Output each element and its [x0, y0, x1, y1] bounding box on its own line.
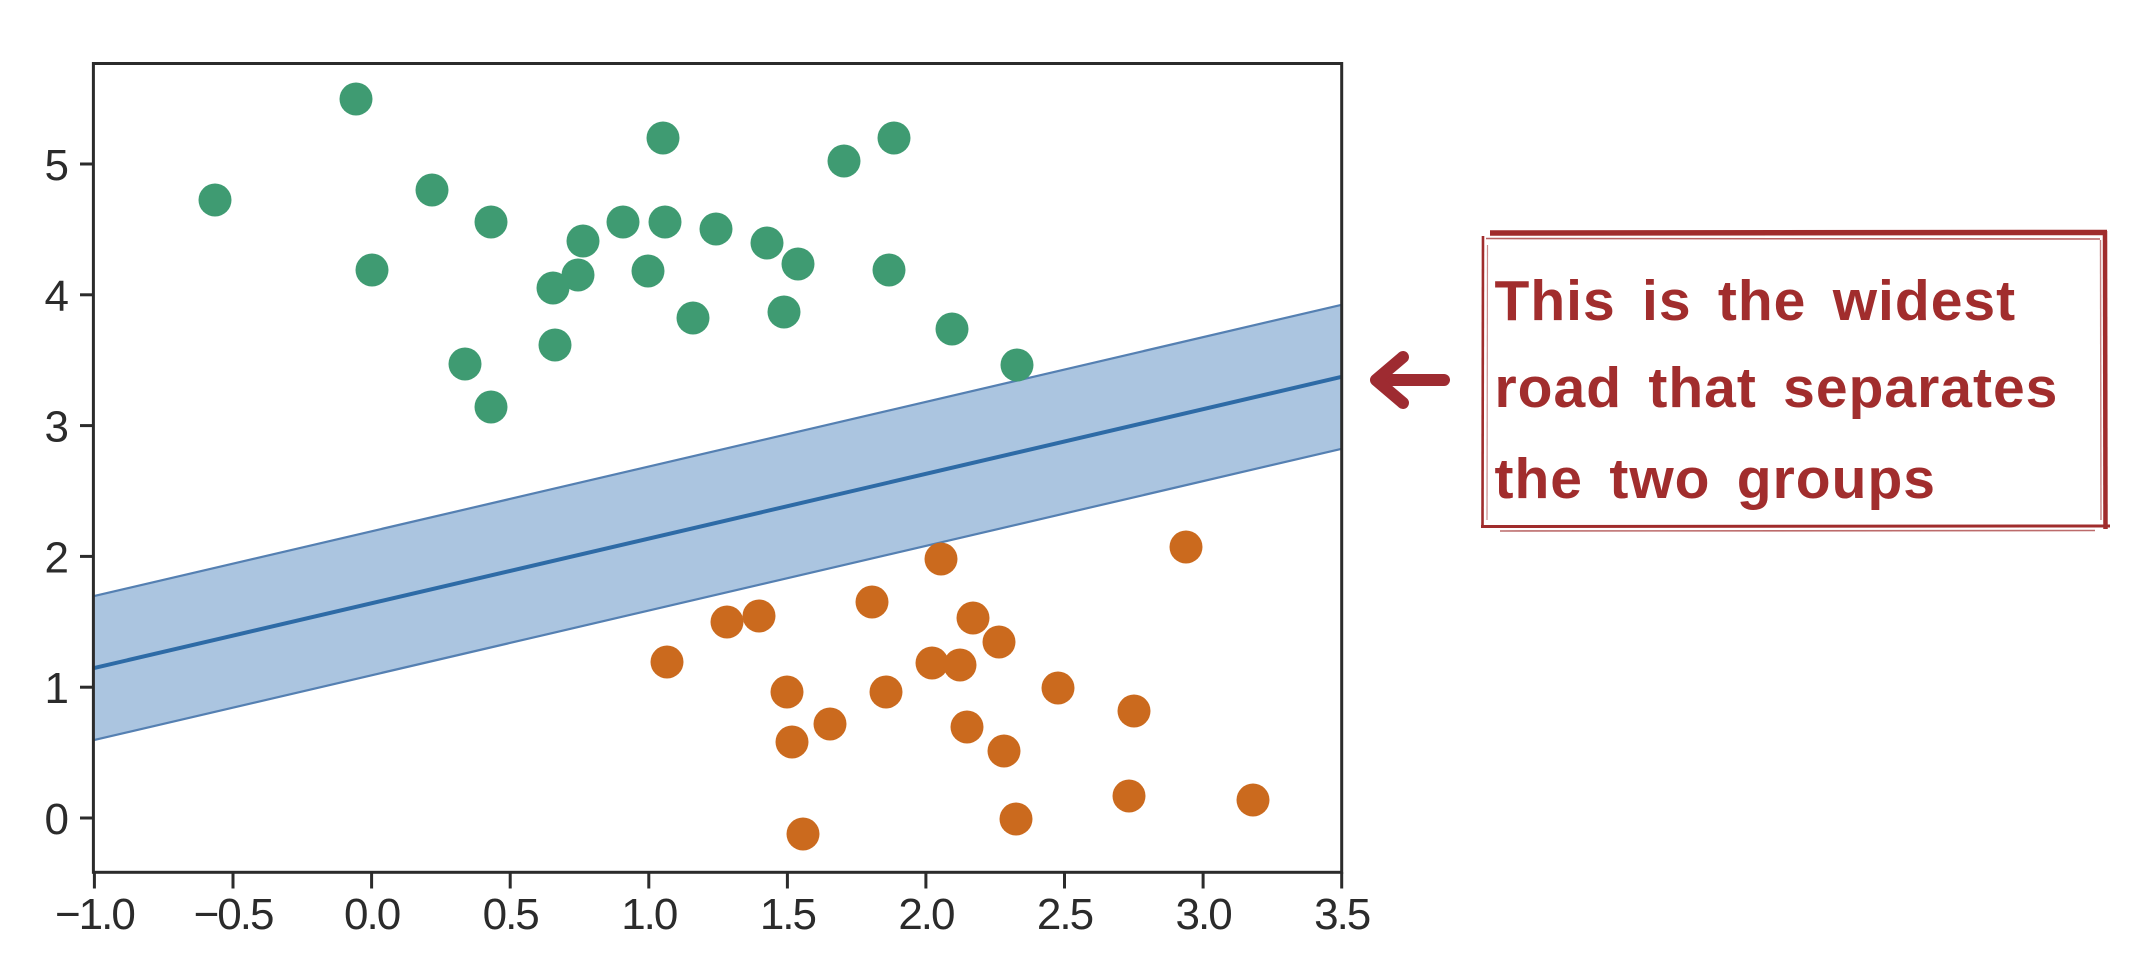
svg-text:3.0: 3.0 — [1176, 890, 1232, 939]
svg-text:−0.5: −0.5 — [194, 890, 273, 939]
svg-text:−1.0: −1.0 — [55, 890, 134, 939]
svg-text:3: 3 — [45, 403, 68, 452]
svg-text:the two groups: the two groups — [1495, 447, 1936, 511]
svg-text:0: 0 — [45, 795, 68, 844]
svg-text:0.0: 0.0 — [344, 890, 400, 939]
svg-text:0.5: 0.5 — [483, 890, 539, 939]
svg-text:5: 5 — [45, 141, 68, 190]
svg-text:4: 4 — [45, 272, 69, 321]
svg-text:road that separates: road that separates — [1495, 356, 2059, 420]
svg-text:2.5: 2.5 — [1037, 890, 1093, 939]
svg-text:1.0: 1.0 — [621, 890, 677, 939]
svg-text:1: 1 — [45, 664, 68, 713]
svg-text:1.5: 1.5 — [760, 890, 816, 939]
svg-text:This is the widest: This is the widest — [1495, 269, 2017, 333]
svg-text:2: 2 — [45, 533, 68, 582]
svg-text:2.0: 2.0 — [898, 890, 954, 939]
svg-text:3.5: 3.5 — [1314, 890, 1370, 939]
